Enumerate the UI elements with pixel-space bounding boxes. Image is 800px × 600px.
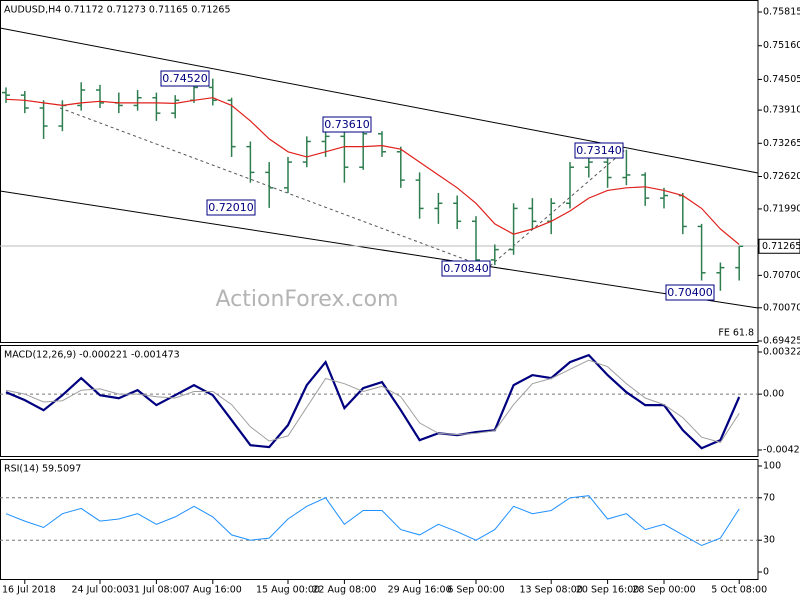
last-price-box	[758, 238, 800, 254]
y-tick-label: 0.69425	[763, 336, 800, 347]
moving-average	[5, 97, 740, 245]
y-tick-label: 0.00	[763, 389, 784, 400]
x-tick-label: 24 Jul 00:00	[72, 585, 129, 596]
y-tick-label: 100	[763, 461, 781, 472]
x-tick-label: 13 Sep 08:00	[519, 585, 582, 596]
x-tick-label: 20 Sep 16:00	[576, 585, 639, 596]
y-tick-label: 0.70700	[763, 270, 800, 281]
annotation-text: 0.72010	[208, 201, 254, 214]
annotation-text: 0.74520	[162, 72, 208, 85]
x-tick-label: 28 Sep 00:00	[632, 585, 695, 596]
channel-upper	[0, 27, 759, 174]
panel-title: RSI(14) 59.5097	[4, 464, 81, 475]
annotation-text: 0.73140	[576, 144, 622, 157]
marks: AUDUSD,H4 0.71172 0.71273 0.71165 0.7126…	[0, 5, 800, 596]
y-tick-label: -0.004279	[763, 445, 800, 456]
x-tick-label: 31 Jul 08:00	[128, 585, 185, 596]
annotation: 0.70400	[665, 284, 715, 301]
annotation-text: 0.73610	[324, 118, 370, 131]
y-tick-label: 0.71990	[763, 203, 800, 214]
annotation: 0.73140	[574, 142, 624, 159]
y-tick-label: 70	[763, 492, 775, 503]
price-panel	[0, 0, 759, 343]
annotation: 0.73610	[322, 116, 372, 133]
panel-title: MACD(12,26,9) -0.000221 -0.001473	[4, 350, 180, 361]
y-tick-label: 0.75160	[763, 40, 800, 51]
y-tick-label: 0.72620	[763, 171, 800, 182]
annotation: 0.74520	[160, 70, 210, 87]
y-tick-label: 30	[763, 535, 775, 546]
channel-lower	[0, 190, 759, 309]
annotation-text: 0.70840	[443, 262, 489, 275]
y-tick-label: 0.75815	[763, 7, 800, 18]
x-tick-label: 16 Jul 2018	[2, 585, 56, 596]
indicator-line	[5, 359, 740, 443]
panel-title: AUDUSD,H4 0.71172 0.71273 0.71165 0.7126…	[4, 5, 231, 16]
x-tick-label: 15 Aug 00:00	[256, 585, 320, 596]
macd-panel	[0, 345, 759, 457]
indicator-line	[5, 495, 740, 547]
x-tick-label: 6 Sep 00:00	[447, 585, 504, 596]
x-tick-label: 5 Oct 08:00	[711, 585, 767, 596]
last-price-label: 0.71265	[762, 241, 800, 252]
y-tick-label: 0	[763, 567, 769, 578]
annotation-text: 0.70400	[667, 286, 713, 299]
fe-note: FE 61.8	[718, 328, 754, 339]
annotation: 0.72010	[206, 199, 256, 216]
x-tick-label: 22 Aug 08:00	[312, 585, 376, 596]
x-tick-label: 7 Aug 16:00	[184, 585, 242, 596]
fib-line	[59, 107, 481, 266]
x-tick-label: 29 Aug 16:00	[388, 585, 452, 596]
watermark: ActionForex.com	[216, 287, 399, 312]
y-tick-label: 0.74505	[763, 74, 800, 85]
y-tick-label: 0.73910	[763, 105, 800, 116]
annotation: 0.70840	[441, 260, 491, 277]
y-tick-label: 0.70070	[763, 302, 800, 313]
y-tick-label: 0.73265	[763, 138, 800, 149]
y-tick-label: 0.003227	[763, 347, 800, 358]
rsi-panel	[0, 459, 759, 580]
